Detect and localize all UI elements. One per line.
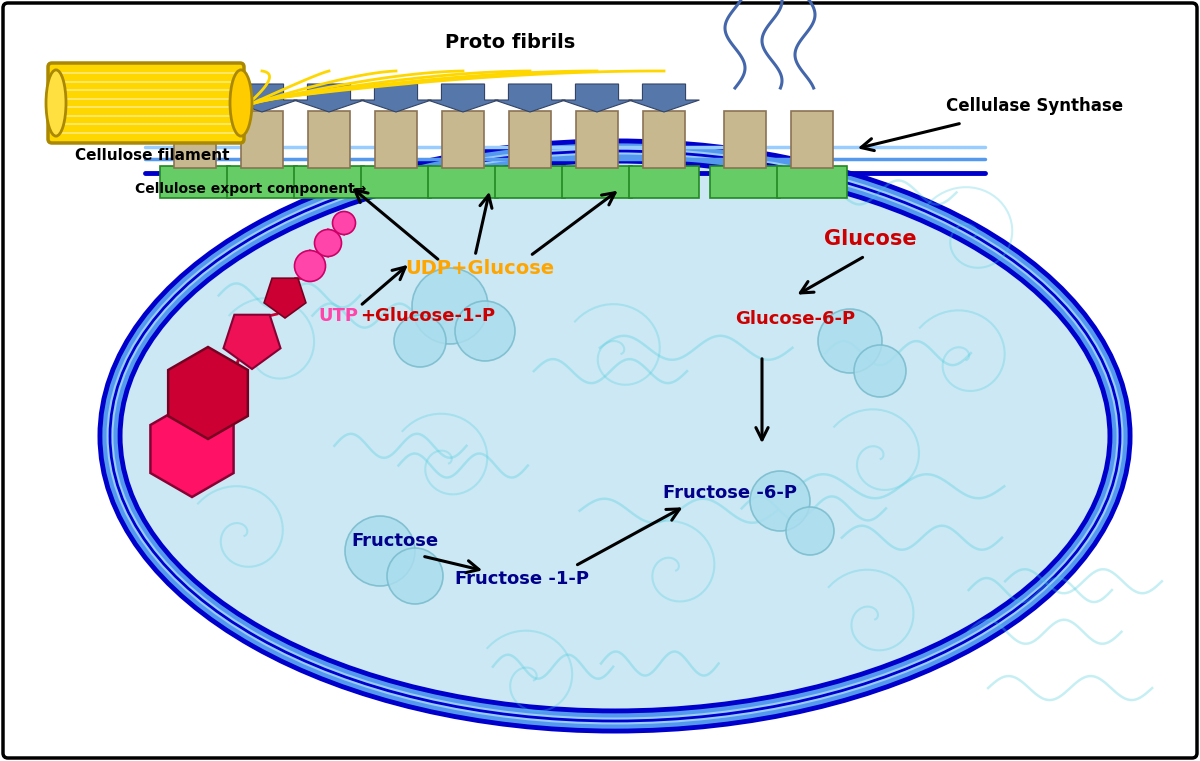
FancyBboxPatch shape: [294, 166, 364, 198]
FancyBboxPatch shape: [228, 166, 296, 198]
FancyBboxPatch shape: [725, 111, 766, 168]
Text: Fructose -6-P: Fructose -6-P: [662, 484, 797, 502]
FancyBboxPatch shape: [563, 166, 631, 198]
FancyBboxPatch shape: [710, 166, 780, 198]
FancyBboxPatch shape: [496, 166, 565, 198]
Polygon shape: [160, 84, 230, 112]
FancyBboxPatch shape: [241, 111, 283, 168]
Text: Fructose -1-P: Fructose -1-P: [455, 570, 589, 588]
FancyBboxPatch shape: [428, 166, 498, 198]
Polygon shape: [150, 401, 234, 497]
Ellipse shape: [118, 158, 1112, 714]
FancyBboxPatch shape: [576, 111, 618, 168]
FancyBboxPatch shape: [361, 166, 431, 198]
FancyBboxPatch shape: [2, 3, 1198, 758]
Polygon shape: [223, 315, 281, 369]
Text: UDP+Glucose: UDP+Glucose: [406, 260, 554, 279]
Text: Glucose: Glucose: [823, 229, 917, 249]
Circle shape: [332, 212, 355, 234]
FancyBboxPatch shape: [174, 111, 216, 168]
FancyBboxPatch shape: [510, 111, 551, 168]
FancyBboxPatch shape: [629, 166, 698, 198]
FancyBboxPatch shape: [792, 111, 833, 168]
Text: Fructose: Fructose: [352, 532, 438, 550]
Circle shape: [786, 507, 834, 555]
FancyBboxPatch shape: [443, 111, 484, 168]
Circle shape: [294, 250, 325, 282]
Polygon shape: [427, 84, 498, 112]
Circle shape: [394, 315, 446, 367]
Circle shape: [346, 516, 415, 586]
Ellipse shape: [46, 70, 66, 136]
Circle shape: [750, 471, 810, 531]
Polygon shape: [360, 84, 432, 112]
Text: Glucose-6-P: Glucose-6-P: [734, 310, 856, 328]
Text: UTP: UTP: [318, 307, 358, 325]
Circle shape: [854, 345, 906, 397]
Text: Cellulose export component→: Cellulose export component→: [134, 182, 366, 196]
Polygon shape: [629, 84, 700, 112]
Polygon shape: [562, 84, 632, 112]
Circle shape: [455, 301, 515, 361]
Polygon shape: [294, 84, 365, 112]
Text: Proto fibrils: Proto fibrils: [445, 33, 575, 53]
Circle shape: [818, 309, 882, 373]
FancyBboxPatch shape: [48, 63, 244, 143]
FancyBboxPatch shape: [308, 111, 349, 168]
Polygon shape: [264, 279, 306, 318]
Ellipse shape: [230, 70, 252, 136]
Polygon shape: [227, 84, 298, 112]
Text: Cellulase Synthase: Cellulase Synthase: [947, 97, 1123, 115]
FancyBboxPatch shape: [643, 111, 684, 168]
Circle shape: [388, 548, 443, 604]
Circle shape: [412, 268, 488, 344]
Text: +Glucose-1-P: +Glucose-1-P: [360, 307, 496, 325]
Circle shape: [314, 230, 342, 256]
Polygon shape: [494, 84, 565, 112]
Polygon shape: [168, 347, 248, 439]
Text: Cellulose filament: Cellulose filament: [74, 148, 229, 164]
FancyBboxPatch shape: [376, 111, 416, 168]
FancyBboxPatch shape: [161, 166, 229, 198]
FancyBboxPatch shape: [778, 166, 847, 198]
